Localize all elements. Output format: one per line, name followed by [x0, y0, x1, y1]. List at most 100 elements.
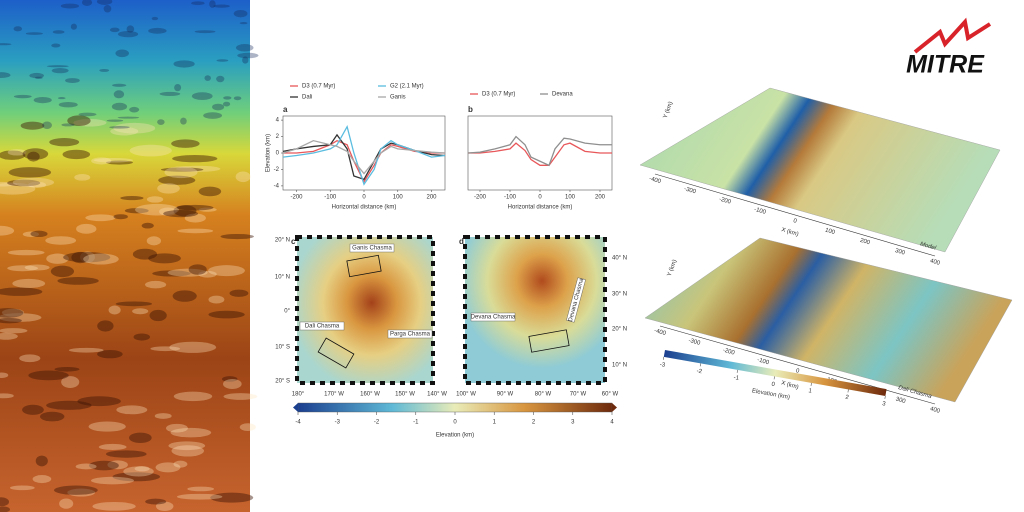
lat-label: 20° N [612, 327, 627, 333]
ridge [0, 317, 22, 324]
ridge [198, 270, 217, 278]
legend-label: Dali [302, 95, 312, 101]
colorbar-tick-label: -2 [696, 368, 703, 375]
colorbar-tick-label: -2 [374, 420, 380, 426]
surface-tick-label: -300 [688, 338, 702, 347]
ridge [116, 405, 148, 415]
colorbar-tick-label: -3 [659, 362, 666, 369]
ridge [149, 309, 167, 322]
ridge [129, 144, 172, 157]
surface-tick-label: 0 [795, 368, 800, 375]
ridge [28, 370, 69, 381]
line [467, 135, 612, 167]
lon-label: 60° W [602, 392, 619, 398]
ridge [113, 122, 156, 134]
ridge [157, 119, 165, 125]
ridge [216, 59, 229, 62]
annotation-box [470, 312, 516, 322]
surface-tick-label: -400 [653, 328, 667, 337]
ridge [35, 455, 48, 467]
ridge [208, 265, 245, 277]
ridge [135, 203, 179, 216]
ridge [32, 475, 52, 484]
ridge [172, 155, 218, 163]
ridge [0, 328, 28, 334]
surface-tick-label: 200 [859, 238, 871, 247]
colorbar-tick [884, 395, 886, 399]
annotation: Dali Chasma [305, 324, 340, 330]
annotation: Devana Chasma [471, 315, 516, 321]
surface [644, 237, 1013, 403]
ridge [108, 305, 121, 315]
ridge [0, 497, 10, 507]
ridge [203, 112, 223, 119]
ridge [65, 78, 80, 83]
ridge [173, 391, 213, 402]
ridge [0, 372, 9, 378]
surface-tick-label: 100 [824, 228, 836, 237]
colorbar-tick-label: 3 [571, 420, 575, 426]
ridge [237, 52, 259, 59]
ridge [152, 270, 191, 277]
ridge [242, 56, 249, 64]
surface-axis [654, 173, 936, 257]
ridge [46, 65, 69, 68]
surface-tick-label: 400 [929, 406, 941, 415]
ridge [63, 251, 111, 263]
lat-label: 40° N [612, 256, 627, 262]
ridge [160, 167, 204, 172]
ridge [170, 427, 212, 438]
ridge [176, 204, 214, 211]
ridge [213, 4, 230, 8]
lon-label: 70° W [570, 392, 587, 398]
lon-label: 140° W [427, 392, 447, 398]
ridge [74, 174, 91, 181]
ridge [120, 195, 144, 201]
ridge [167, 268, 208, 277]
panel-label: b [468, 105, 473, 114]
ridge [126, 25, 135, 33]
x-tick-label: 100 [565, 195, 576, 201]
ridge [90, 476, 135, 485]
ridge [174, 83, 182, 92]
colorbar-tick-label: -4 [295, 420, 301, 426]
ridge [105, 450, 147, 458]
ridge [223, 101, 231, 107]
ridge [229, 289, 249, 297]
ridge [107, 460, 128, 470]
ridge [12, 177, 55, 188]
lat-label: 30° N [612, 292, 627, 298]
lat-label: 10° N [275, 275, 290, 281]
colorbar-tick-label: -1 [733, 375, 740, 382]
ridge [80, 251, 95, 263]
ridge [176, 165, 221, 172]
ridge [33, 97, 52, 104]
ridge [233, 96, 242, 101]
ridge [25, 32, 43, 35]
colorbar [297, 402, 613, 413]
colorbar-tick-label: 0 [771, 382, 776, 389]
colorbar-end [612, 403, 617, 412]
surface-tick-label: -400 [648, 176, 662, 185]
ridge [158, 175, 196, 185]
ridge [62, 149, 91, 160]
ridge [0, 181, 18, 187]
ridge [22, 148, 49, 160]
ridge [150, 346, 181, 352]
y-tick-label: 4 [276, 118, 280, 124]
ridge [171, 445, 205, 457]
ridge [208, 310, 245, 319]
x-tick-label: 200 [426, 195, 437, 201]
x-tick-label: 0 [362, 195, 366, 201]
ridge [112, 472, 161, 482]
ridge [141, 222, 154, 229]
lat-label: 20° S [275, 379, 290, 385]
surface-y-label: Y (km) [667, 259, 679, 278]
x-tick-label: 0 [538, 195, 542, 201]
colorbar-label: Elevation (km) [751, 388, 790, 401]
colorbar [663, 350, 887, 396]
ridge [58, 102, 78, 108]
ridge [97, 349, 123, 359]
ridge [0, 308, 24, 318]
lon-label: 90° W [497, 392, 514, 398]
